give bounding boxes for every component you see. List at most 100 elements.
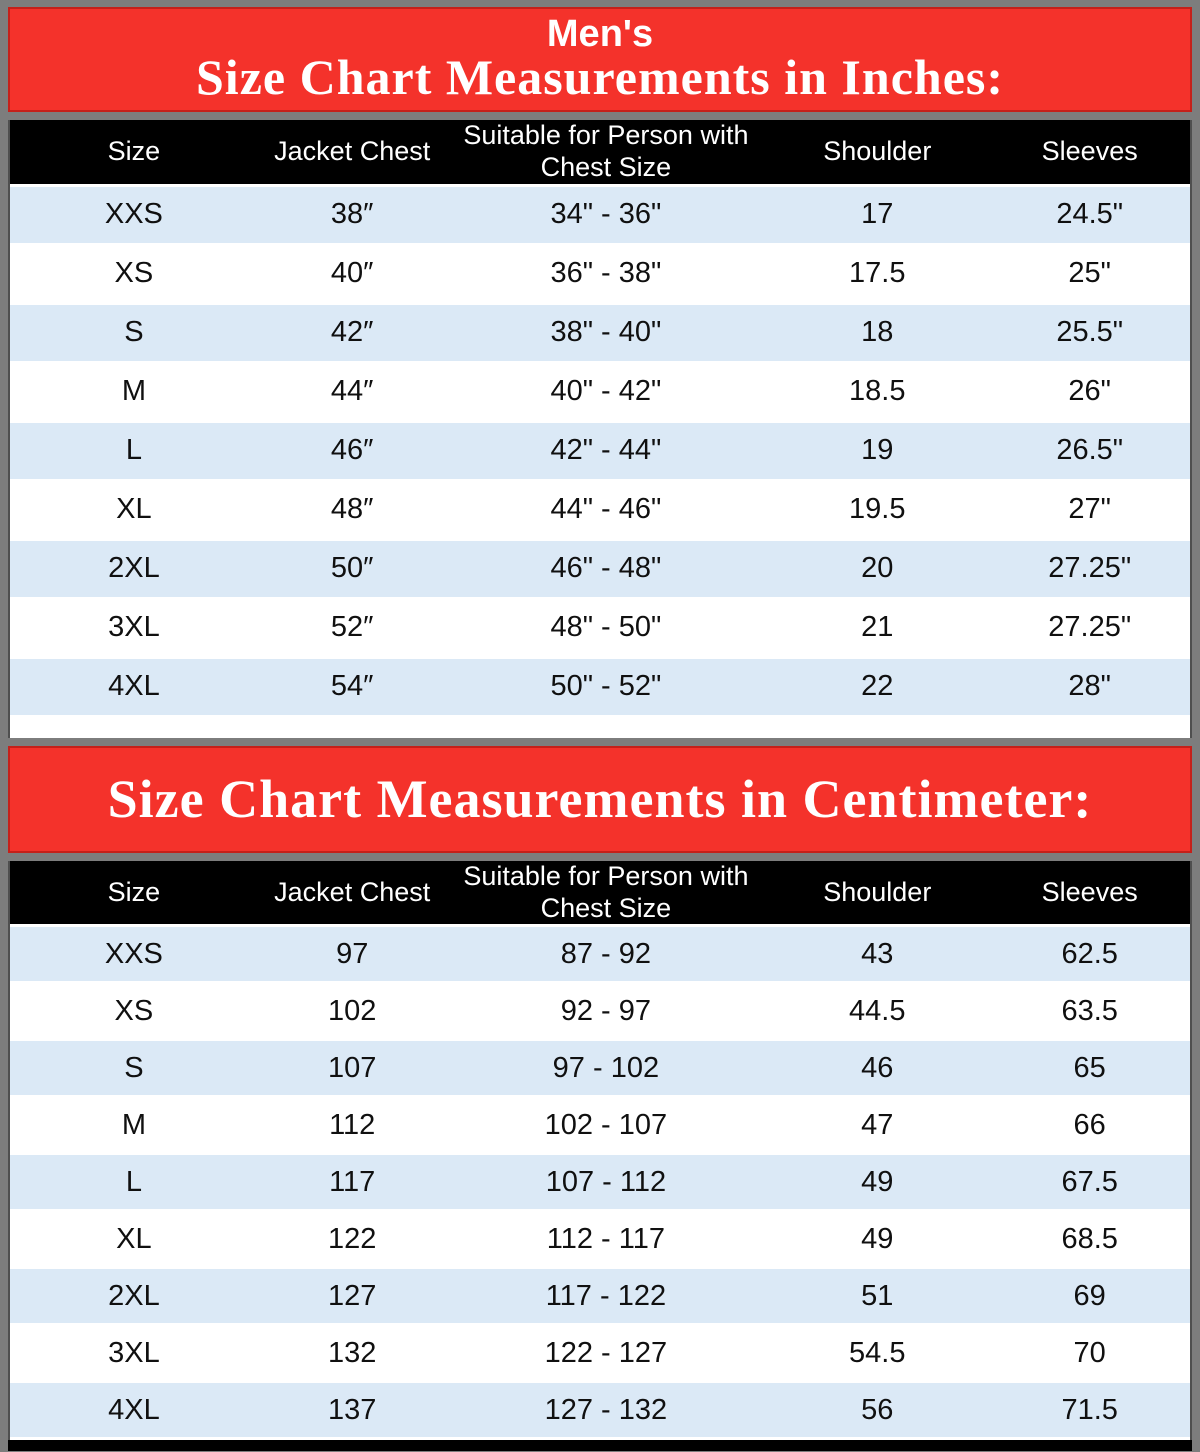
column-header-shoulder: Shoulder [765,860,990,926]
table-cell: 117 [257,1152,447,1213]
table-cell: XL [10,480,258,540]
table-row: 2XL 50″ 46" - 48" 20 27.25" [10,537,1190,600]
table-cell: 48" - 50" [446,598,766,658]
table-row: 3XL 52″ 48" - 50" 21 27.25" [10,598,1190,658]
table-cell: 48″ [257,480,447,540]
table-row: 4XL 137 127 - 132 56 71.5 [10,1380,1190,1441]
table-cell: 122 - 127 [446,1324,766,1382]
inches-size-table: Size Jacket Chest Suitable for Person wi… [10,120,1190,718]
table-cell: 127 - 132 [446,1380,766,1441]
table-cell: M [10,362,258,422]
header-row: Size Jacket Chest Suitable for Person wi… [10,860,1190,926]
table-cell: 50″ [257,537,447,600]
table-row: S 42″ 38" - 40" 18 25.5" [10,301,1190,364]
table-cell: 27.25" [989,537,1190,600]
table-cell: XXS [10,183,258,246]
table-cell: 54″ [257,655,447,718]
table-cell: 50" - 52" [446,655,766,718]
centimeter-size-table-container: Size Jacket Chest Suitable for Person wi… [8,860,1192,1441]
table-cell: 44″ [257,362,447,422]
table-row: XXS 38″ 34" - 36" 17 24.5" [10,183,1190,246]
table-cell: L [10,1152,258,1213]
table-cell: 65 [989,1038,1190,1099]
centimeter-size-table: Size Jacket Chest Suitable for Person wi… [10,860,1190,1441]
table-cell: 27" [989,480,1190,540]
table-cell: M [10,1096,258,1154]
table-cell: 63.5 [989,982,1190,1040]
table-cell: 97 [257,924,447,985]
inches-table-body: XXS 38″ 34" - 36" 17 24.5" XS 40″ 36" - 38" 17.5… [10,183,1190,718]
table-cell: XL [10,1210,258,1268]
table-row: XS 102 92 - 97 44.5 63.5 [10,982,1190,1040]
table-cell: 68.5 [989,1210,1190,1268]
table-cell: 66 [989,1096,1190,1154]
table-row: 3XL 132 122 - 127 54.5 70 [10,1324,1190,1382]
table-cell: 132 [257,1324,447,1382]
table-cell: 17.5 [765,244,990,304]
table-cell: 107 - 112 [446,1152,766,1213]
table-cell: 97 - 102 [446,1038,766,1099]
table-cell: 40" - 42" [446,362,766,422]
table-cell: 46" - 48" [446,537,766,600]
centimeter-banner: Size Chart Measurements in Centimeter: [8,745,1192,853]
table-row: 4XL 54″ 50" - 52" 22 28" [10,655,1190,718]
column-header-jacket-chest: Jacket Chest [257,120,447,186]
table-cell: 127 [257,1266,447,1327]
table-cell: 38" - 40" [446,301,766,364]
table-cell: 92 - 97 [446,982,766,1040]
column-header-suitable-chest-size: Suitable for Person with Chest Size [446,860,766,926]
table-cell: 38″ [257,183,447,246]
table-cell: 56 [765,1380,990,1441]
table-cell: 20 [765,537,990,600]
centimeter-banner-title: Size Chart Measurements in Centimeter: [107,768,1093,829]
table-cell: 34" - 36" [446,183,766,246]
table-cell: 67.5 [989,1152,1190,1213]
table-cell: 112 [257,1096,447,1154]
banner-pretitle: Men's [546,12,654,55]
table-cell: 17 [765,183,990,246]
table-cell: 43 [765,924,990,985]
table-cell: 24.5" [989,183,1190,246]
table-cell: 36" - 38" [446,244,766,304]
table-cell: 40″ [257,244,447,304]
table-row: S 107 97 - 102 46 65 [10,1038,1190,1099]
column-header-jacket-chest: Jacket Chest [257,860,447,926]
table-cell: 49 [765,1152,990,1213]
table-cell: 87 - 92 [446,924,766,985]
table-row: 2XL 127 117 - 122 51 69 [10,1266,1190,1327]
column-header-size: Size [10,860,258,926]
table-cell: 107 [257,1038,447,1099]
table-cell: 49 [765,1210,990,1268]
column-header-size: Size [10,120,258,186]
table-cell: 44" - 46" [446,480,766,540]
table-cell: 54.5 [765,1324,990,1382]
table-cell: 19 [765,419,990,482]
table-cell: 51 [765,1266,990,1327]
table-cell: 52″ [257,598,447,658]
table-row: L 117 107 - 112 49 67.5 [10,1152,1190,1213]
table-cell: 112 - 117 [446,1210,766,1268]
table-row: XS 40″ 36" - 38" 17.5 25" [10,244,1190,304]
table-cell: 26" [989,362,1190,422]
table-cell: 4XL [10,1380,258,1441]
table-cell: XXS [10,924,258,985]
table-row: L 46″ 42" - 44" 19 26.5" [10,419,1190,482]
column-header-suitable-chest-size: Suitable for Person with Chest Size [446,120,766,186]
table-row: XXS 97 87 - 92 43 62.5 [10,924,1190,985]
table-cell: 42" - 44" [446,419,766,482]
table-cell: 18.5 [765,362,990,422]
table-cell: 102 [257,982,447,1040]
table-cell: XS [10,244,258,304]
table-cell: 102 - 107 [446,1096,766,1154]
table-cell: 27.25" [989,598,1190,658]
table-cell: S [10,1038,258,1099]
table-cell: 26.5" [989,419,1190,482]
table-cell: S [10,301,258,364]
table-cell: 22 [765,655,990,718]
table-row: M 112 102 - 107 47 66 [10,1096,1190,1154]
column-header-shoulder: Shoulder [765,120,990,186]
table-cell: L [10,419,258,482]
table-cell: 117 - 122 [446,1266,766,1327]
table-cell: 137 [257,1380,447,1441]
table-cell: 62.5 [989,924,1190,985]
